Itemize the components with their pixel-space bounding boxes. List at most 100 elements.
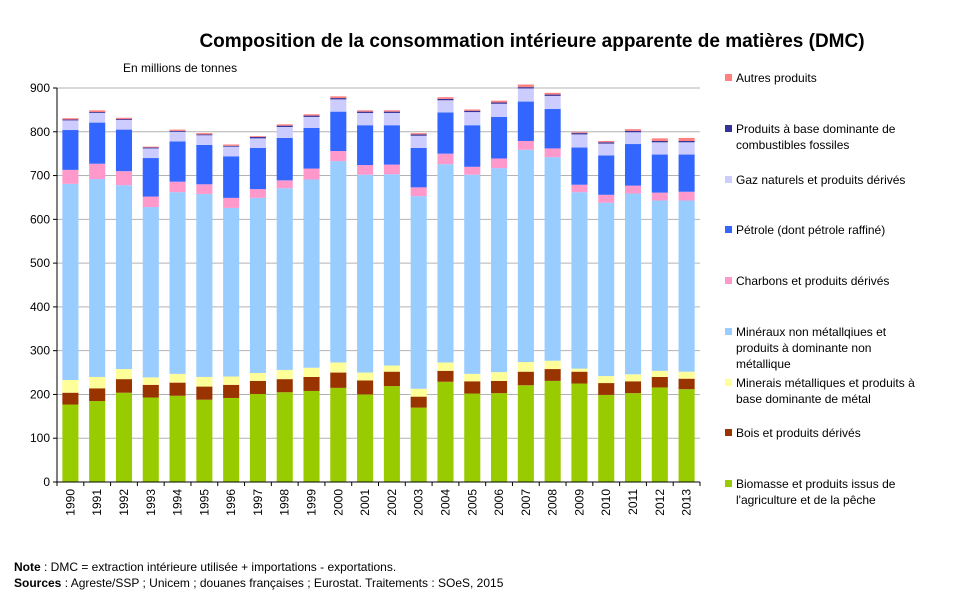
bar-segment-2001-s7	[357, 111, 374, 113]
bar-segment-2001-s6	[357, 112, 374, 126]
note-line: Note : DMC = extraction intérieure utili…	[14, 560, 396, 574]
legend-label: Charbons et produits dérivés	[736, 274, 889, 288]
bar-segment-1997-s0	[249, 394, 266, 482]
legend-label: Produits à base dominante de	[736, 122, 896, 136]
bar-segment-2000-s5	[330, 111, 347, 152]
bar-segment-1997-s7	[249, 137, 266, 139]
bar-segment-2003-s6	[410, 135, 427, 148]
legend-swatch	[725, 125, 732, 132]
bar-segment-1994-s5	[169, 141, 186, 182]
bar-segment-2001-s8	[357, 110, 374, 112]
bar-segment-1990-s0	[62, 404, 79, 482]
bar-segment-1990-s1	[62, 392, 79, 405]
bar-segment-2008-s2	[544, 360, 561, 370]
bar-segment-1992-s2	[115, 369, 133, 380]
legend-label: l'agriculture et de la pêche	[736, 493, 876, 507]
bar-segment-1991-s0	[89, 401, 106, 482]
bar-segment-2000-s6	[330, 99, 347, 112]
bar-segment-2007-s6	[517, 88, 534, 102]
y-tick-label: 700	[30, 169, 50, 183]
bar-segment-1994-s8	[169, 129, 186, 131]
bar-segment-1998-s1	[276, 379, 293, 393]
bar-segment-1994-s4	[169, 181, 186, 193]
bar-segment-1995-s5	[196, 144, 213, 185]
bar-segment-2003-s1	[410, 396, 427, 408]
y-tick-label: 900	[30, 81, 50, 95]
bar-segment-2007-s2	[517, 362, 534, 372]
x-tick-label: 2007	[519, 489, 533, 516]
bar-segment-2006-s2	[491, 372, 508, 381]
x-tick-label: 2000	[331, 489, 345, 516]
bar-segment-2007-s3	[517, 149, 534, 363]
bar-segment-2010-s7	[598, 142, 615, 144]
bar-segment-2001-s5	[357, 125, 374, 166]
legend-swatch	[725, 74, 732, 81]
legend-swatch	[725, 277, 732, 284]
gridlines	[57, 87, 700, 439]
bar-segment-2005-s5	[464, 125, 481, 167]
bar-segment-2013-s4	[678, 191, 695, 201]
bar-segment-2008-s8	[544, 92, 561, 95]
bar-segment-2006-s7	[491, 102, 508, 104]
note-label: Note	[14, 560, 41, 574]
bar-segment-2001-s0	[357, 394, 374, 482]
bar-segment-1990-s6	[62, 120, 79, 131]
bar-segment-2005-s2	[464, 373, 481, 382]
bar-segment-2002-s0	[383, 386, 400, 482]
bar-segment-1999-s0	[303, 390, 320, 482]
bar-segment-2009-s6	[571, 134, 588, 148]
legend-label: métallique	[736, 357, 791, 371]
bar-segment-2001-s3	[357, 174, 374, 373]
bar-segment-1999-s1	[303, 376, 320, 391]
bar-segment-2007-s4	[517, 140, 534, 150]
legend-label: Minerais métalliques et produits à	[736, 376, 915, 390]
bar-segment-2004-s6	[437, 100, 454, 113]
bar-segment-2011-s0	[624, 393, 642, 482]
bar-segment-1998-s3	[276, 188, 293, 370]
bar-segment-2003-s8	[410, 133, 427, 135]
bar-segment-1993-s4	[142, 196, 159, 208]
bar-segment-2007-s0	[517, 385, 534, 482]
bar-segment-2002-s1	[383, 371, 400, 387]
bar-segment-2011-s5	[624, 144, 642, 186]
bar-segment-1996-s8	[223, 144, 240, 146]
x-tick-label: 2009	[572, 489, 586, 516]
bar-segment-2004-s3	[437, 164, 454, 363]
bar-segment-1999-s3	[303, 179, 320, 368]
legend-swatch	[725, 226, 732, 233]
bar-segment-2008-s5	[544, 109, 561, 149]
bar-segment-1992-s1	[115, 379, 133, 393]
bar-segment-2008-s3	[544, 157, 561, 361]
bar-segment-2004-s4	[437, 153, 454, 165]
legend-swatch	[725, 176, 732, 183]
bar-segment-1991-s7	[89, 112, 106, 113]
bar-segment-1990-s3	[62, 183, 79, 380]
bar-segment-2012-s8	[651, 138, 668, 141]
bar-segment-1995-s8	[196, 133, 213, 135]
bar-segment-2010-s4	[598, 194, 615, 203]
bar-segment-2013-s6	[678, 142, 695, 155]
bar-segment-1997-s8	[249, 136, 266, 138]
bar-segment-2013-s5	[678, 154, 695, 192]
bar-segment-2009-s7	[571, 133, 588, 135]
bar-segment-1990-s5	[62, 130, 79, 170]
bar-segment-2010-s8	[598, 140, 615, 143]
bar-segment-1994-s3	[169, 192, 186, 374]
bar-segment-1997-s1	[249, 380, 266, 395]
note-text: : DMC = extraction intérieure utilisée +…	[40, 560, 397, 574]
bar-segment-2012-s5	[651, 154, 668, 193]
y-tick-label: 300	[30, 344, 50, 358]
bar-segment-2003-s5	[410, 147, 427, 188]
bar-segment-2000-s0	[330, 387, 347, 482]
bar-segment-2010-s2	[598, 376, 615, 384]
legend-label: Gaz naturels et produits dérivés	[736, 173, 905, 187]
x-tick-label: 2001	[358, 489, 372, 516]
legend-label: produits à dominante non	[736, 341, 871, 355]
bar-segment-2006-s4	[491, 158, 508, 169]
bar-segment-2008-s1	[544, 369, 561, 381]
bar-segment-2006-s5	[491, 116, 508, 159]
bar-segment-2012-s0	[651, 387, 668, 482]
bar-segment-1996-s3	[223, 207, 240, 377]
bar-segment-1994-s7	[169, 130, 186, 132]
